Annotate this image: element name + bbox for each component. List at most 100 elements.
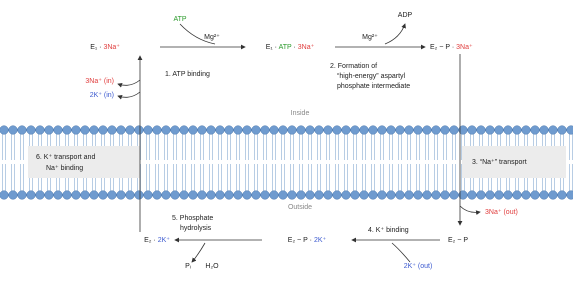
lipid-head (333, 191, 342, 200)
lipid-head (261, 191, 270, 200)
lipid-head (306, 191, 315, 200)
lipid-head (486, 191, 495, 200)
lipid-head (270, 126, 279, 135)
lipid-head (450, 126, 459, 135)
lipid-head (567, 191, 573, 200)
lipid-head (378, 191, 387, 200)
reagent: Mg²⁺ (204, 34, 220, 41)
lipid-head (198, 126, 207, 135)
lipid-head (351, 126, 360, 135)
lipid-head (207, 126, 216, 135)
lipid-head (423, 126, 432, 135)
lipid-head (81, 126, 90, 135)
lipid-head (549, 191, 558, 200)
lipid-head (567, 126, 573, 135)
lipid-head (540, 126, 549, 135)
reagent: H₂O (205, 263, 219, 270)
lipid-head (306, 126, 315, 135)
lipid-head (198, 191, 207, 200)
lipid-head (414, 191, 423, 200)
lipid-head (45, 126, 54, 135)
lipid-head (558, 126, 567, 135)
lipid-head (216, 126, 225, 135)
lipid-head (288, 126, 297, 135)
lipid-head (342, 191, 351, 200)
lipid-head (288, 191, 297, 200)
lipid-head (180, 126, 189, 135)
enzyme-state: E₂ · 2K⁺ (144, 237, 170, 244)
state-part: E₂ ~ P (448, 237, 468, 244)
enzyme-state: E₂ ~ P (448, 237, 468, 244)
lipid-head (27, 191, 36, 200)
lipid-head (225, 126, 234, 135)
lipid-head (522, 126, 531, 135)
state-part: 3Na⁺ (103, 44, 120, 51)
lipid-head (450, 191, 459, 200)
lipid-head (63, 126, 72, 135)
step-label: 4. K⁺ binding (368, 227, 409, 234)
lipid-head (432, 126, 441, 135)
lipid-head (324, 126, 333, 135)
lipid-head (279, 191, 288, 200)
state-part: 2K⁺ (158, 237, 171, 244)
lipid-head (405, 126, 414, 135)
state-part: E₁ · (266, 44, 279, 51)
lipid-head (216, 191, 225, 200)
lipid-head (18, 126, 27, 135)
step-label: 6. K⁺ transport and (36, 154, 95, 161)
reagent: Mg²⁺ (362, 34, 378, 41)
lipid-head (27, 126, 36, 135)
lipid-head (477, 126, 486, 135)
lipid-head (243, 126, 252, 135)
state-part: E₂ ~ P · (430, 44, 456, 51)
lipid-head (495, 126, 504, 135)
lipid-head (342, 126, 351, 135)
enzyme-state: E₂ ~ P · 3Na⁺ (430, 44, 473, 51)
lipid-head (108, 126, 117, 135)
lipid-head (99, 191, 108, 200)
lipid-head (531, 126, 540, 135)
lipid-head (144, 191, 153, 200)
lipid-head (117, 126, 126, 135)
lipid-head (441, 191, 450, 200)
lipid-head (243, 191, 252, 200)
lipid-head (432, 191, 441, 200)
lipid-head (45, 191, 54, 200)
lipid-head (360, 191, 369, 200)
lipid-head (333, 126, 342, 135)
state-part: E₁ · (90, 44, 103, 51)
state-part: E₂ ~ P · (288, 237, 314, 244)
enzyme-state: E₂ ~ P · 2K⁺ (288, 237, 327, 244)
lipid-head (54, 191, 63, 200)
lipid-head (144, 126, 153, 135)
enzyme-state: E₁ · 3Na⁺ (90, 44, 120, 51)
lipid-head (504, 191, 513, 200)
lipid-head (126, 126, 135, 135)
state-part: E₂ · (144, 237, 158, 244)
lipid-head (81, 191, 90, 200)
lipid-head (441, 126, 450, 135)
lipid-head (225, 191, 234, 200)
lipid-head (0, 191, 8, 200)
lipid-head (162, 126, 171, 135)
lipid-head (423, 191, 432, 200)
lipid-head (126, 191, 135, 200)
state-part: 3Na⁺ (456, 44, 473, 51)
lipid-head (540, 191, 549, 200)
lipid-head (72, 126, 81, 135)
lipid-head (171, 191, 180, 200)
step-label: Na⁺ binding (46, 165, 83, 172)
lipid-head (495, 191, 504, 200)
lipid-head (135, 191, 144, 200)
lipid-head (522, 191, 531, 200)
lipid-head (549, 126, 558, 135)
lipid-head (297, 126, 306, 135)
lipid-head (396, 126, 405, 135)
reagent: ATP (173, 16, 186, 23)
lipid-head (99, 126, 108, 135)
lipid-head (63, 191, 72, 200)
lipid-head (369, 126, 378, 135)
lipid-head (297, 191, 306, 200)
lipid-head (315, 126, 324, 135)
lipid-head (153, 126, 162, 135)
